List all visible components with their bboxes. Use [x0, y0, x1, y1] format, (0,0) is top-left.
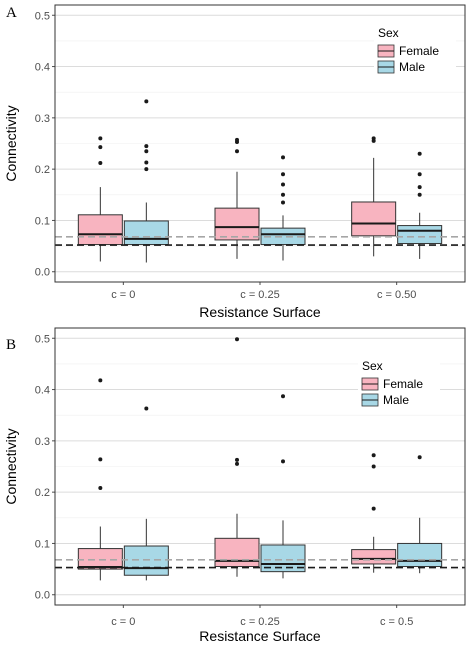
- plot-border: [54, 327, 466, 606]
- box-iqr: [123, 220, 169, 246]
- x-tick-label: c = 0.50: [377, 289, 416, 301]
- box-female-0: [77, 378, 123, 581]
- outlier-point: [281, 459, 285, 464]
- x-tick-label: c = 0.25: [240, 616, 279, 628]
- outlier-point: [144, 406, 149, 411]
- outlier-point: [98, 160, 103, 165]
- outlier-point: [144, 167, 149, 172]
- outlier-point: [144, 99, 149, 104]
- outlier-point: [235, 337, 239, 342]
- outlier-point: [235, 137, 239, 142]
- outlier-point: [417, 185, 422, 190]
- legend-label-male: Male: [383, 393, 409, 407]
- outlier-point: [98, 457, 103, 462]
- box-iqr: [77, 214, 123, 246]
- legend-label-female: Female: [383, 377, 423, 391]
- box-female-1: [214, 337, 260, 577]
- panel-label: A: [6, 5, 17, 21]
- outlier-point: [371, 464, 376, 469]
- box-iqr: [397, 225, 443, 245]
- outlier-point: [371, 136, 376, 141]
- y-tick-label: 0.1: [35, 538, 50, 550]
- box-female-2: [351, 136, 397, 257]
- box-iqr: [260, 227, 306, 246]
- box-iqr: [351, 201, 397, 237]
- box-iqr: [214, 537, 260, 568]
- outlier-point: [144, 160, 149, 165]
- x-tick-label: c = 0.25: [240, 289, 279, 301]
- y-tick-label: 0.4: [35, 385, 50, 397]
- outlier-point: [281, 192, 285, 197]
- outlier-point: [417, 455, 422, 460]
- outlier-point: [281, 172, 285, 177]
- legend-title: Sex: [378, 26, 399, 40]
- y-tick-label: 0.5: [35, 333, 50, 345]
- outlier-point: [371, 506, 376, 511]
- outlier-point: [281, 394, 285, 399]
- box-male-1: [260, 394, 306, 579]
- box-female-2: [351, 453, 397, 573]
- y-tick-label: 0.0: [35, 267, 50, 279]
- x-axis-title: Resistance Surface: [199, 628, 321, 644]
- box-iqr: [351, 549, 397, 565]
- y-tick-label: 0.5: [35, 10, 50, 22]
- plot-border: [54, 4, 466, 283]
- outlier-point: [144, 144, 149, 149]
- y-tick-label: 0.3: [35, 113, 50, 125]
- outlier-point: [144, 149, 149, 154]
- box-male-2: [397, 151, 443, 259]
- y-tick-label: 0.2: [35, 487, 50, 499]
- box-iqr: [77, 548, 123, 570]
- legend-label-female: Female: [399, 44, 439, 58]
- legend-title: Sex: [362, 359, 383, 373]
- y-tick-label: 0.1: [35, 215, 50, 227]
- box-female-1: [214, 137, 260, 259]
- box-iqr: [214, 207, 260, 241]
- y-tick-label: 0.2: [35, 164, 50, 176]
- box-male-0: [123, 99, 169, 263]
- chart-panel-a: A 0.0 0.1 0.2 0.3 0.4 0.5 c = 0 c = 0.25 c = 0.50…: [3, 4, 466, 320]
- outlier-point: [281, 200, 285, 205]
- outlier-point: [417, 151, 422, 156]
- outlier-point: [417, 172, 422, 177]
- y-tick-label: 0.0: [35, 590, 50, 602]
- outlier-point: [371, 453, 376, 458]
- outlier-point: [235, 461, 239, 466]
- x-axis-title: Resistance Surface: [199, 304, 321, 320]
- box-female-0: [77, 136, 123, 262]
- legend-label-male: Male: [399, 60, 425, 74]
- box-male-2: [397, 455, 443, 574]
- y-axis-title: Connectivity: [3, 105, 19, 181]
- y-axis-title: Connectivity: [3, 428, 19, 504]
- box-male-0: [123, 406, 169, 581]
- outlier-point: [417, 192, 422, 197]
- outlier-point: [281, 155, 285, 160]
- chart-panel-b: B 0.0 0.1 0.2 0.3 0.4 0.5 c = 0 c = 0.25 c = 0.5 R…: [3, 327, 466, 644]
- y-tick-label: 0.3: [35, 436, 50, 448]
- outlier-point: [98, 145, 103, 150]
- x-tick-label: c = 0: [111, 289, 135, 301]
- panel-label: B: [6, 337, 16, 353]
- y-tick-label: 0.4: [35, 62, 50, 74]
- box-iqr: [397, 542, 443, 568]
- outlier-point: [98, 378, 103, 383]
- outlier-point: [235, 457, 239, 462]
- box-male-1: [260, 155, 306, 261]
- outlier-point: [281, 182, 285, 187]
- x-tick-label: c = 0.5: [380, 616, 413, 628]
- x-tick-label: c = 0: [111, 616, 135, 628]
- outlier-point: [98, 486, 103, 491]
- outlier-point: [98, 136, 103, 141]
- outlier-point: [235, 149, 239, 154]
